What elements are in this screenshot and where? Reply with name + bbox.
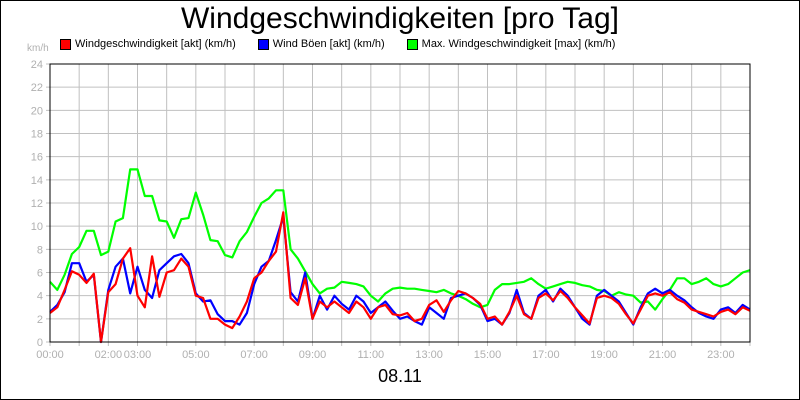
y-tick-label: 16 [31, 152, 43, 164]
x-tick-label: 13:00 [415, 349, 443, 361]
x-tick-label: 23:00 [707, 349, 735, 361]
plot-border [49, 63, 751, 343]
date-label: 08.11 [378, 366, 422, 386]
x-tick-label: 21:00 [649, 349, 677, 361]
y-tick-label: 6 [37, 268, 43, 280]
y-tick-label: 8 [37, 244, 43, 256]
x-tick-label: 02:00 [95, 349, 123, 361]
legend-item-wind-speed: Windgeschwindigkeit [akt] (km/h) [60, 38, 236, 50]
y-tick-label: 24 [31, 59, 43, 71]
x-tick-label: 11:00 [357, 349, 384, 361]
legend-label: Wind Böen [akt] (km/h) [272, 38, 385, 50]
x-tick-label: 19:00 [590, 349, 618, 361]
x-tick-label: 05:00 [182, 349, 210, 361]
legend-item-gusts: Wind Böen [akt] (km/h) [257, 38, 385, 50]
chart-title: Windgeschwindigkeiten [pro Tag] [180, 2, 620, 35]
y-tick-label: 2 [37, 314, 43, 326]
legend-swatch-green [406, 38, 418, 50]
y-tick-label: 0 [37, 337, 43, 349]
y-tick-label: 12 [31, 198, 43, 210]
y-tick-label: 18 [31, 129, 43, 141]
legend-label: Max. Windgeschwindigkeit [max] (km/h) [421, 38, 616, 50]
x-tick-label: 17:00 [532, 349, 560, 361]
legend-label: Windgeschwindigkeit [akt] (km/h) [75, 38, 236, 50]
y-tick-label: 10 [31, 221, 43, 233]
series-line [49, 211, 751, 344]
legend-swatch-blue [257, 38, 269, 50]
series-line [49, 168, 751, 311]
legend-swatch-red [60, 38, 71, 50]
y-tick-label: 14 [31, 175, 43, 187]
y-tick-label: 22 [31, 82, 43, 94]
legend-item-max-speed: Max. Windgeschwindigkeit [max] (km/h) [406, 38, 616, 50]
x-tick-label: 03:00 [124, 349, 152, 361]
x-tick-label: 15:00 [474, 349, 502, 361]
x-tick-label: 00:00 [36, 349, 64, 361]
x-tick-label: 09:00 [299, 349, 327, 361]
x-tick-label: 07:00 [240, 349, 268, 361]
legend: Windgeschwindigkeit [akt] (km/h) Wind Bö… [60, 38, 637, 50]
y-tick-label: 4 [37, 291, 43, 303]
y-axis-unit: km/h [27, 43, 49, 54]
y-tick-label: 20 [31, 105, 43, 117]
